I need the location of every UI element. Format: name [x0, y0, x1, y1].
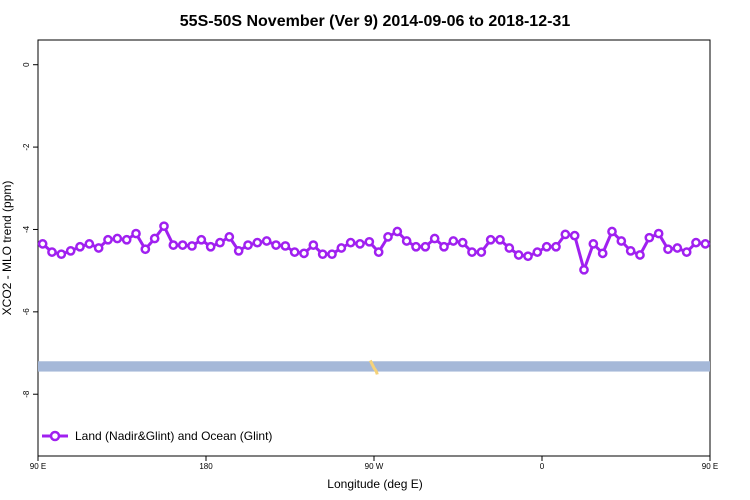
data-point	[439, 241, 449, 252]
data-point	[196, 234, 207, 245]
data-point	[635, 250, 645, 260]
y-tick-label: -8	[22, 390, 31, 398]
data-point	[681, 247, 692, 257]
data-point	[401, 236, 412, 246]
data-point	[467, 247, 477, 257]
data-point	[149, 233, 160, 244]
data-point	[485, 234, 496, 245]
legend-label: Land (Nadir&Glint) and Ocean (Glint)	[75, 429, 272, 443]
data-point	[299, 248, 309, 259]
x-tick-label: 0	[540, 462, 545, 471]
data-point	[317, 249, 328, 260]
data-point	[205, 241, 216, 252]
data-point	[271, 240, 281, 250]
data-point	[448, 236, 459, 246]
data-point	[663, 244, 673, 255]
land-band-layer	[38, 359, 710, 375]
data-point	[532, 247, 543, 257]
data-point	[373, 247, 384, 257]
data-point	[233, 246, 244, 256]
y-tick-label: 0	[22, 62, 31, 67]
data-point	[392, 226, 403, 237]
data-point	[457, 237, 468, 248]
data-point	[653, 228, 664, 239]
data-point	[541, 241, 552, 252]
data-point	[131, 228, 141, 239]
data-point	[429, 233, 440, 244]
x-axis-label: Longitude (deg E)	[327, 477, 422, 491]
data-point	[700, 239, 711, 249]
y-tick-label: -4	[22, 225, 31, 233]
data-point	[607, 226, 617, 237]
data-point	[215, 237, 225, 248]
x-tick-label: 90 E	[702, 462, 718, 471]
data-point	[261, 236, 272, 246]
data-point	[289, 247, 300, 257]
data-point	[84, 239, 95, 249]
data-point	[579, 264, 589, 275]
data-point	[476, 247, 487, 257]
data-point	[112, 233, 123, 244]
data-point	[597, 248, 608, 259]
data-point	[47, 247, 57, 257]
data-point	[420, 241, 431, 252]
data-point	[121, 234, 132, 245]
data-point	[103, 234, 113, 245]
data-point	[625, 246, 636, 256]
data-point	[65, 246, 76, 256]
data-point	[513, 250, 524, 260]
data-point	[224, 232, 235, 242]
data-point	[280, 241, 291, 251]
data-point	[364, 236, 375, 247]
land-highlight	[368, 359, 379, 375]
data-point	[187, 241, 197, 251]
data-point	[56, 249, 67, 260]
x-tick-label: 90 E	[30, 462, 46, 471]
data-point	[644, 232, 655, 243]
data-point	[159, 221, 169, 232]
legend: Land (Nadir&Glint) and Ocean (Glint)	[42, 429, 272, 443]
data-point	[672, 243, 683, 253]
data-point	[551, 241, 561, 252]
data-point	[336, 243, 347, 253]
data-point	[691, 237, 701, 248]
data-point	[168, 240, 179, 250]
data-point	[308, 240, 319, 250]
data-point	[327, 249, 337, 260]
data-point	[75, 241, 85, 252]
data-point	[411, 241, 421, 252]
y-tick-label: -6	[22, 308, 31, 316]
data-point	[37, 239, 48, 249]
data-point	[177, 240, 188, 250]
data-point	[243, 240, 253, 250]
data-point	[252, 237, 263, 248]
legend-marker	[49, 430, 61, 442]
y-axis: 0 -2 -4 -6 -8	[22, 62, 38, 398]
data-point	[569, 230, 580, 241]
data-point	[495, 234, 505, 245]
data-point	[140, 244, 151, 255]
x-tick-label: 90 W	[365, 462, 384, 471]
y-axis-label: XCO2 - MLO trend (ppm)	[0, 181, 14, 316]
series-layer	[37, 221, 711, 275]
data-point	[523, 251, 533, 262]
data-point	[355, 239, 365, 249]
data-point	[560, 229, 571, 240]
data-point	[93, 243, 104, 253]
chart-title: 55S-50S November (Ver 9) 2014-09-06 to 2…	[180, 13, 571, 30]
data-point	[616, 236, 627, 246]
data-point	[345, 237, 356, 248]
data-point	[588, 239, 599, 249]
data-point	[504, 243, 515, 253]
x-tick-label: 180	[199, 462, 213, 471]
data-point	[383, 232, 393, 242]
y-tick-label: -2	[22, 143, 31, 151]
